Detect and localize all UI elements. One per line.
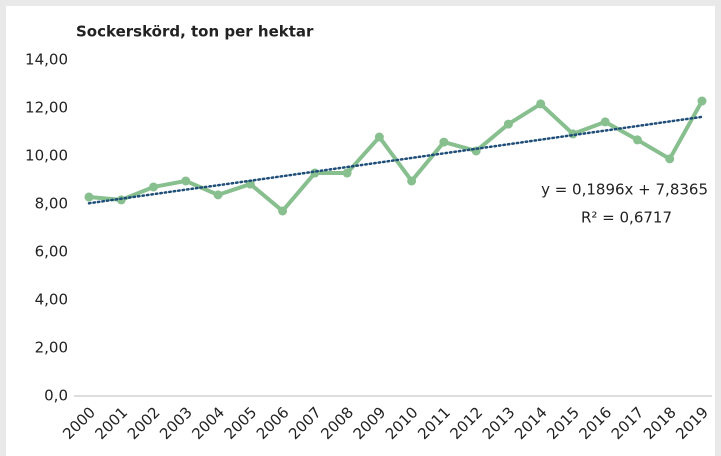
marker	[439, 137, 449, 147]
trendline	[87, 115, 704, 205]
chart-background	[6, 6, 715, 456]
y-tick-label: 0,0	[44, 387, 68, 405]
marker	[245, 179, 255, 189]
y-tick-label: 6,00	[35, 243, 68, 261]
annotation: R² = 0,6717	[581, 209, 672, 227]
y-tick-label: 2,00	[35, 339, 68, 357]
marker	[84, 192, 94, 202]
y-tick-label: 14,00	[25, 51, 68, 69]
marker	[149, 182, 159, 192]
marker	[374, 132, 384, 142]
marker	[407, 176, 417, 186]
line	[88, 100, 704, 213]
marker	[213, 190, 223, 200]
marker	[181, 176, 191, 186]
marker	[665, 154, 675, 164]
marker	[503, 119, 513, 129]
y-tick-label: 4,00	[35, 291, 68, 309]
annotation: y = 0,1896x + 7,8365	[541, 181, 708, 199]
chart-title: Sockerskörd, ton per hektar	[76, 23, 314, 41]
marker	[536, 99, 546, 109]
marker	[697, 96, 707, 106]
marker	[278, 206, 288, 216]
y-tick-label: 10,00	[25, 147, 68, 165]
marker	[632, 135, 642, 145]
y-tick-label: 12,00	[25, 99, 68, 117]
marker	[600, 117, 610, 127]
y-tick-label: 8,00	[35, 195, 68, 213]
marker	[342, 168, 352, 178]
